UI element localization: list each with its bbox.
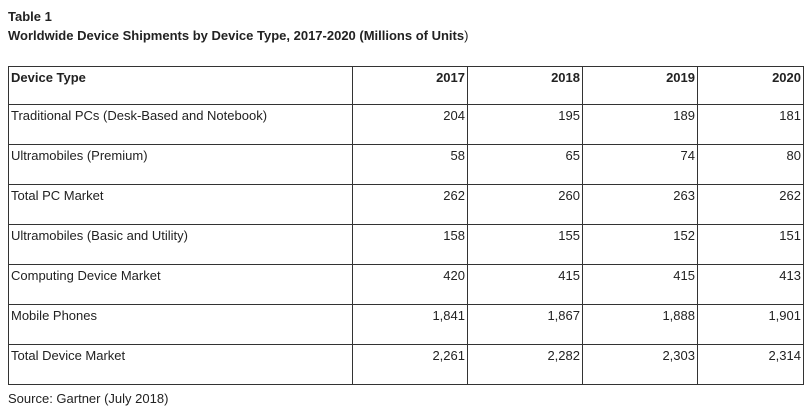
page-title-suffix: ) <box>464 28 469 43</box>
device-type-cell: Ultramobiles (Basic and Utility) <box>8 224 353 265</box>
value-cell-2020: 181 <box>697 104 804 145</box>
page-title-bold-text: Worldwide Device Shipments by Device Typ… <box>8 28 465 43</box>
value-cell-2018: 415 <box>467 264 583 305</box>
value-cell-2018: 1,867 <box>467 304 583 345</box>
table-row: Total PC Market 262 260 263 262 <box>8 184 804 225</box>
value-cell-2018: 2,282 <box>467 344 583 385</box>
table-row: Traditional PCs (Desk-Based and Notebook… <box>8 104 804 145</box>
value-cell-2019: 74 <box>582 144 698 185</box>
value-cell-2019: 152 <box>582 224 698 265</box>
value-cell-2018: 65 <box>467 144 583 185</box>
page-title: Worldwide Device Shipments by Device Typ… <box>8 26 803 45</box>
value-cell-2020: 2,314 <box>697 344 804 385</box>
value-cell-2017: 1,841 <box>352 304 468 345</box>
table-body: Traditional PCs (Desk-Based and Notebook… <box>8 104 804 385</box>
value-cell-2019: 2,303 <box>582 344 698 385</box>
table-row: Computing Device Market 420 415 415 413 <box>8 264 804 305</box>
device-type-cell: Traditional PCs (Desk-Based and Notebook… <box>8 104 353 145</box>
value-cell-2017: 420 <box>352 264 468 305</box>
column-header-device-type: Device Type <box>8 66 353 105</box>
value-cell-2019: 189 <box>582 104 698 145</box>
value-cell-2020: 262 <box>697 184 804 225</box>
column-header-2017: 2017 <box>352 66 468 105</box>
value-cell-2020: 413 <box>697 264 804 305</box>
device-type-cell: Total Device Market <box>8 344 353 385</box>
value-cell-2017: 2,261 <box>352 344 468 385</box>
table-row: Total Device Market 2,261 2,282 2,303 2,… <box>8 344 804 385</box>
device-type-cell: Computing Device Market <box>8 264 353 305</box>
value-cell-2018: 195 <box>467 104 583 145</box>
value-cell-2019: 1,888 <box>582 304 698 345</box>
table-row: Ultramobiles (Premium) 58 65 74 80 <box>8 144 804 185</box>
table-row: Mobile Phones 1,841 1,867 1,888 1,901 <box>8 304 804 345</box>
source-note: Source: Gartner (July 2018) <box>8 391 169 406</box>
value-cell-2017: 204 <box>352 104 468 145</box>
column-header-2019: 2019 <box>582 66 698 105</box>
value-cell-2019: 415 <box>582 264 698 305</box>
value-cell-2019: 263 <box>582 184 698 225</box>
value-cell-2018: 155 <box>467 224 583 265</box>
value-cell-2020: 1,901 <box>697 304 804 345</box>
column-header-2018: 2018 <box>467 66 583 105</box>
column-header-2020: 2020 <box>697 66 804 105</box>
value-cell-2017: 158 <box>352 224 468 265</box>
value-cell-2017: 262 <box>352 184 468 225</box>
device-type-cell: Total PC Market <box>8 184 353 225</box>
device-type-cell: Mobile Phones <box>8 304 353 345</box>
value-cell-2020: 151 <box>697 224 804 265</box>
device-type-cell: Ultramobiles (Premium) <box>8 144 353 185</box>
table-row: Ultramobiles (Basic and Utility) 158 155… <box>8 224 804 265</box>
table-header: Device Type 2017 2018 2019 2020 <box>8 66 804 105</box>
table-header-row: Device Type 2017 2018 2019 2020 <box>8 66 804 105</box>
value-cell-2018: 260 <box>467 184 583 225</box>
device-shipments-table: Device Type 2017 2018 2019 2020 Traditio… <box>8 66 804 385</box>
value-cell-2017: 58 <box>352 144 468 185</box>
value-cell-2020: 80 <box>697 144 804 185</box>
table-label: Table 1 <box>8 9 52 24</box>
